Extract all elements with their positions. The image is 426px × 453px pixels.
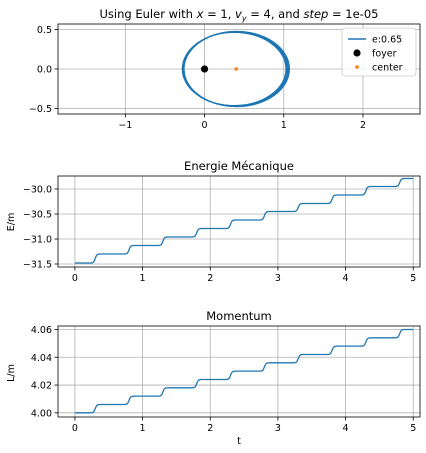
series-line	[74, 328, 414, 414]
energy-ylabel: E/m	[6, 213, 17, 231]
x-tick-label: 1	[140, 423, 146, 434]
momentum-chart-title: Momentum	[206, 309, 272, 323]
center-point	[234, 67, 239, 71]
x-tick-label: −1	[118, 120, 132, 131]
y-tick-label: 4.06	[31, 325, 52, 336]
y-tick-label: −30.0	[23, 185, 52, 196]
y-tick-label: −0.5	[29, 104, 52, 115]
legend-marker-swatch	[355, 65, 359, 69]
axes-frame	[57, 325, 421, 418]
x-tick-label: 1	[281, 120, 287, 131]
orbit-line	[183, 30, 291, 108]
x-tick-label: 2	[207, 423, 213, 434]
y-tick-label: −30.5	[23, 210, 52, 221]
x-tick-label: 5	[410, 273, 416, 284]
momentum-xlabel: t	[237, 436, 241, 447]
legend-label: foyer	[372, 49, 397, 60]
x-tick-label: 0	[72, 423, 78, 434]
legend: e:0.65 foyer center	[341, 27, 417, 77]
x-tick-label: 2	[360, 120, 366, 131]
axes-frame	[57, 23, 421, 115]
energy-chart: Energie Mécanique E/m 0 1 2 3 4 5 −31.5 −31.0 −3…	[6, 159, 421, 284]
x-tick-label: 2	[207, 273, 213, 284]
x-tick-label: 3	[275, 423, 281, 434]
legend-label: center	[372, 63, 403, 74]
orbit-chart: Using Euler with x = 1, vy = 4, and step…	[29, 7, 421, 131]
x-tick-label: 0	[72, 273, 78, 284]
y-tick-label: 4.02	[31, 381, 52, 392]
series-line	[74, 177, 414, 264]
momentum-chart: Momentum L/m t 0 1 2 3 4 5 4.00 4.02 4.04 4.06	[6, 309, 421, 447]
y-tick-label: 4.00	[31, 408, 52, 419]
x-tick-label: 4	[343, 423, 349, 434]
x-tick-label: 4	[343, 273, 349, 284]
legend-label: e:0.65	[372, 35, 402, 46]
y-tick-label: −31.5	[23, 260, 52, 271]
x-tick-label: 0	[202, 120, 208, 131]
axes-frame	[57, 175, 421, 268]
y-tick-label: 0.5	[37, 25, 52, 36]
legend-box	[341, 27, 417, 77]
x-tick-label: 5	[410, 423, 416, 434]
x-tick-label: 1	[140, 273, 146, 284]
y-tick-label: −31.0	[23, 235, 52, 246]
energy-chart-title: Energie Mécanique	[184, 159, 294, 173]
foyer-point	[200, 65, 209, 73]
y-tick-label: 0.0	[37, 65, 52, 76]
legend-marker-swatch	[353, 49, 361, 57]
x-tick-label: 3	[275, 273, 281, 284]
orbit-chart-title: Using Euler with x = 1, vy = 4, and step…	[100, 7, 379, 23]
momentum-ylabel: L/m	[6, 364, 17, 382]
y-tick-label: 4.04	[31, 353, 52, 364]
